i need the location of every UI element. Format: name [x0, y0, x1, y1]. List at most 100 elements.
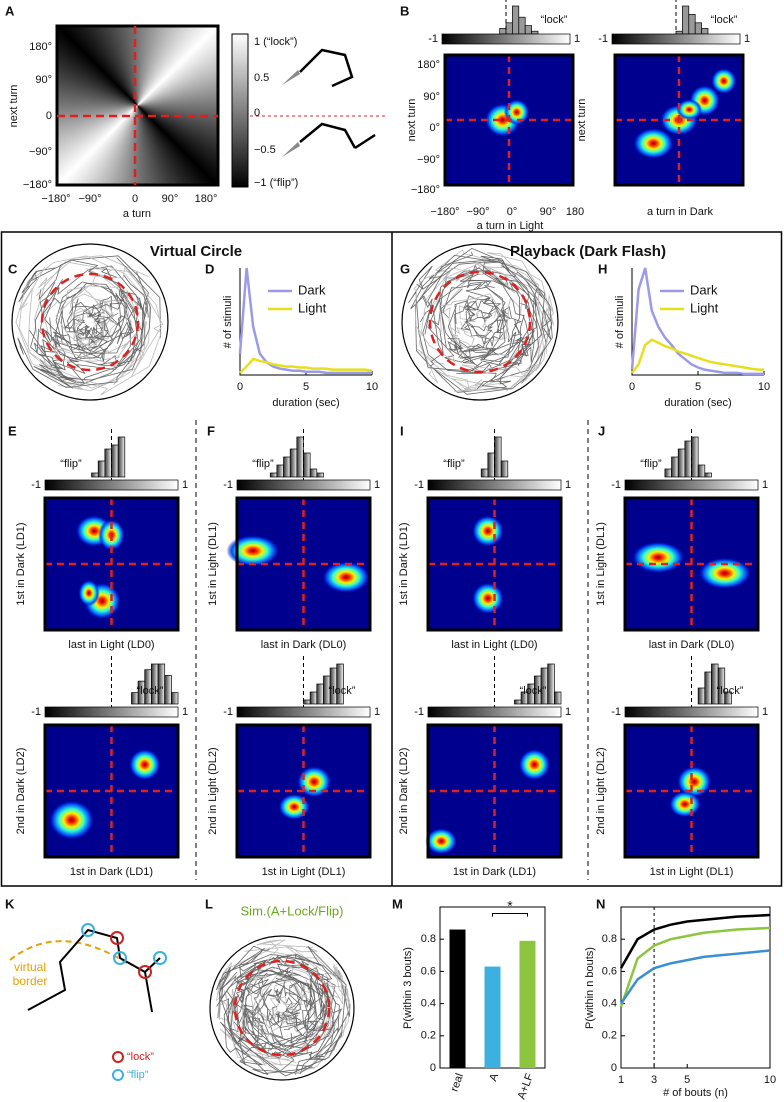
histogram-bar [283, 456, 291, 478]
line [619, 949, 771, 1005]
histogram-bar [664, 468, 672, 478]
y-axis-label: 1st in Light (DL1) [207, 522, 219, 606]
colorbar-label: 1 [374, 706, 380, 718]
heat-blob [503, 99, 530, 126]
frame [443, 53, 575, 187]
histogram-bar [724, 691, 732, 705]
panel-a-map [57, 26, 218, 185]
heat-blob [425, 827, 458, 855]
histogram-bar [524, 25, 532, 35]
histogram-bar [518, 16, 526, 35]
y-tick-label: −90° [29, 146, 52, 158]
histogram-bar [117, 436, 126, 478]
colorbar-label: -1 [414, 706, 424, 718]
x-axis-label: # of bouts (n) [663, 1087, 728, 1099]
trajectory [99, 294, 125, 338]
histogram-bar [316, 683, 324, 705]
arena [209, 935, 355, 1081]
x-tick-label: 5 [303, 381, 309, 393]
x-axis-label: duration (sec) [272, 397, 339, 409]
trajectory [38, 259, 139, 338]
x-axis-label: 1st in Light (DL1) [650, 866, 734, 878]
x-tick-label: −180° [41, 193, 70, 205]
trajectory [18, 255, 161, 338]
histogram-bar [704, 472, 712, 478]
trajectory [53, 311, 130, 354]
y-tick-label: 0.2 [421, 1030, 436, 1042]
heat-blob [322, 561, 370, 594]
section-title: Virtual Circle [150, 243, 242, 260]
histogram-bar [505, 22, 513, 35]
panel-label: K [5, 896, 15, 911]
histogram-bar [276, 464, 284, 478]
trajectory [481, 296, 502, 337]
x-tick-label: 1 [618, 1074, 624, 1086]
histogram-bar [531, 30, 539, 35]
trajectory [19, 287, 146, 386]
frame [235, 723, 372, 859]
bar [449, 929, 466, 1068]
trajectory [416, 260, 539, 382]
y-axis-label: 2nd in Dark (LD2) [15, 748, 27, 835]
y-axis-label: 1st in Light (DL1) [595, 522, 607, 606]
histogram-bar [694, 22, 702, 35]
x-tick-label: 180 [566, 206, 584, 218]
trajectory [74, 311, 119, 351]
trajectory [458, 279, 520, 359]
colorbar [624, 479, 759, 491]
trajectory [241, 976, 327, 1055]
colorbar [624, 706, 759, 718]
trajectory [269, 995, 296, 1022]
trajectory [502, 286, 531, 357]
trajectory [244, 946, 351, 1005]
histogram-bar [701, 28, 709, 35]
histogram-bar [512, 5, 520, 35]
annotation: “lock” [711, 14, 738, 26]
histogram-bar [682, 5, 690, 35]
trajectory [270, 964, 323, 1035]
annotation: “flip” [252, 458, 274, 470]
x-tick-label: 10 [764, 1074, 776, 1086]
legend-label: Dark [298, 282, 326, 297]
bar [519, 940, 536, 1068]
x-tick-label: A+LF [516, 1072, 536, 1101]
trajectory [49, 317, 111, 353]
y-tick-label: 0.2 [602, 1030, 617, 1042]
trajectory [73, 308, 105, 350]
histogram-bar [480, 468, 489, 478]
trajectory [269, 974, 311, 1030]
x-axis-label: last in Dark (DL0) [649, 639, 735, 651]
x-axis-label: last in Dark (DL0) [261, 639, 347, 651]
colorbar-label: -1 [598, 33, 608, 45]
heat-blob [676, 99, 703, 120]
colorbar [236, 706, 371, 718]
trajectory [220, 1020, 336, 1072]
y-tick-label: 90° [35, 74, 52, 86]
legend-label: “lock” [127, 1051, 154, 1063]
x-tick-label: A [487, 1071, 501, 1083]
annotation: “flip” [60, 458, 82, 470]
trajectory [460, 310, 495, 347]
colorbar-label: 1 [744, 33, 750, 45]
frame [43, 723, 180, 859]
colorbar-label: −0.5 [254, 144, 276, 156]
legend-label: Light [690, 300, 719, 315]
y-tick-label: 0.4 [421, 998, 436, 1010]
x-tick-label: 5 [695, 381, 701, 393]
panel-label: H [598, 261, 607, 276]
histogram-bar [684, 440, 692, 478]
frame [235, 496, 372, 632]
x-tick-label: 5 [684, 1074, 690, 1086]
x-axis-label: last in Light (LD0) [451, 639, 537, 651]
colorbar-label: 0 [254, 107, 260, 119]
trajectory [218, 947, 265, 1041]
title: Sim.(A+Lock/Flip) [241, 903, 344, 918]
x-axis-label: a turn [123, 208, 151, 220]
histogram-bar [303, 452, 311, 478]
trajectory [418, 258, 490, 383]
histogram-bar [269, 472, 278, 478]
colorbar-label: −1 (“flip”) [254, 177, 298, 189]
histogram-bar [514, 699, 522, 705]
histogram-bar [494, 436, 502, 478]
